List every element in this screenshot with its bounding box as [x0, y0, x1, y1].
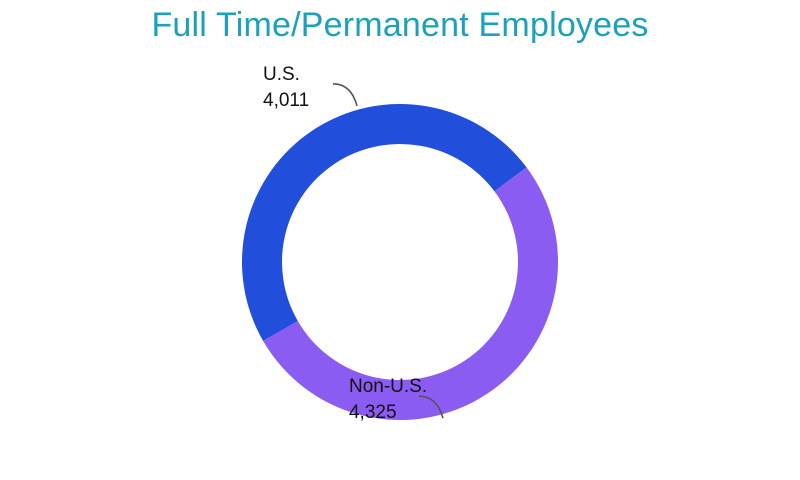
- slice-value-non-u-s: 4,325: [349, 402, 397, 423]
- donut-slices: [242, 104, 559, 421]
- leader-lines: [332, 83, 444, 419]
- slice-value-u-s: 4,011: [263, 90, 309, 111]
- chart-title: Full Time/Permanent Employees: [151, 6, 649, 44]
- slice-label-non-u-s: Non-U.S.: [349, 376, 427, 397]
- leader-line-non-u-s: [418, 395, 444, 419]
- slice-non-u-s: [263, 167, 559, 421]
- slice-u-s: [242, 104, 527, 342]
- slice-label-u-s: U.S.: [263, 64, 300, 85]
- leader-line-u-s: [332, 83, 358, 107]
- slice-labels: U.S. 4,011 Non-U.S. 4,325: [263, 64, 427, 423]
